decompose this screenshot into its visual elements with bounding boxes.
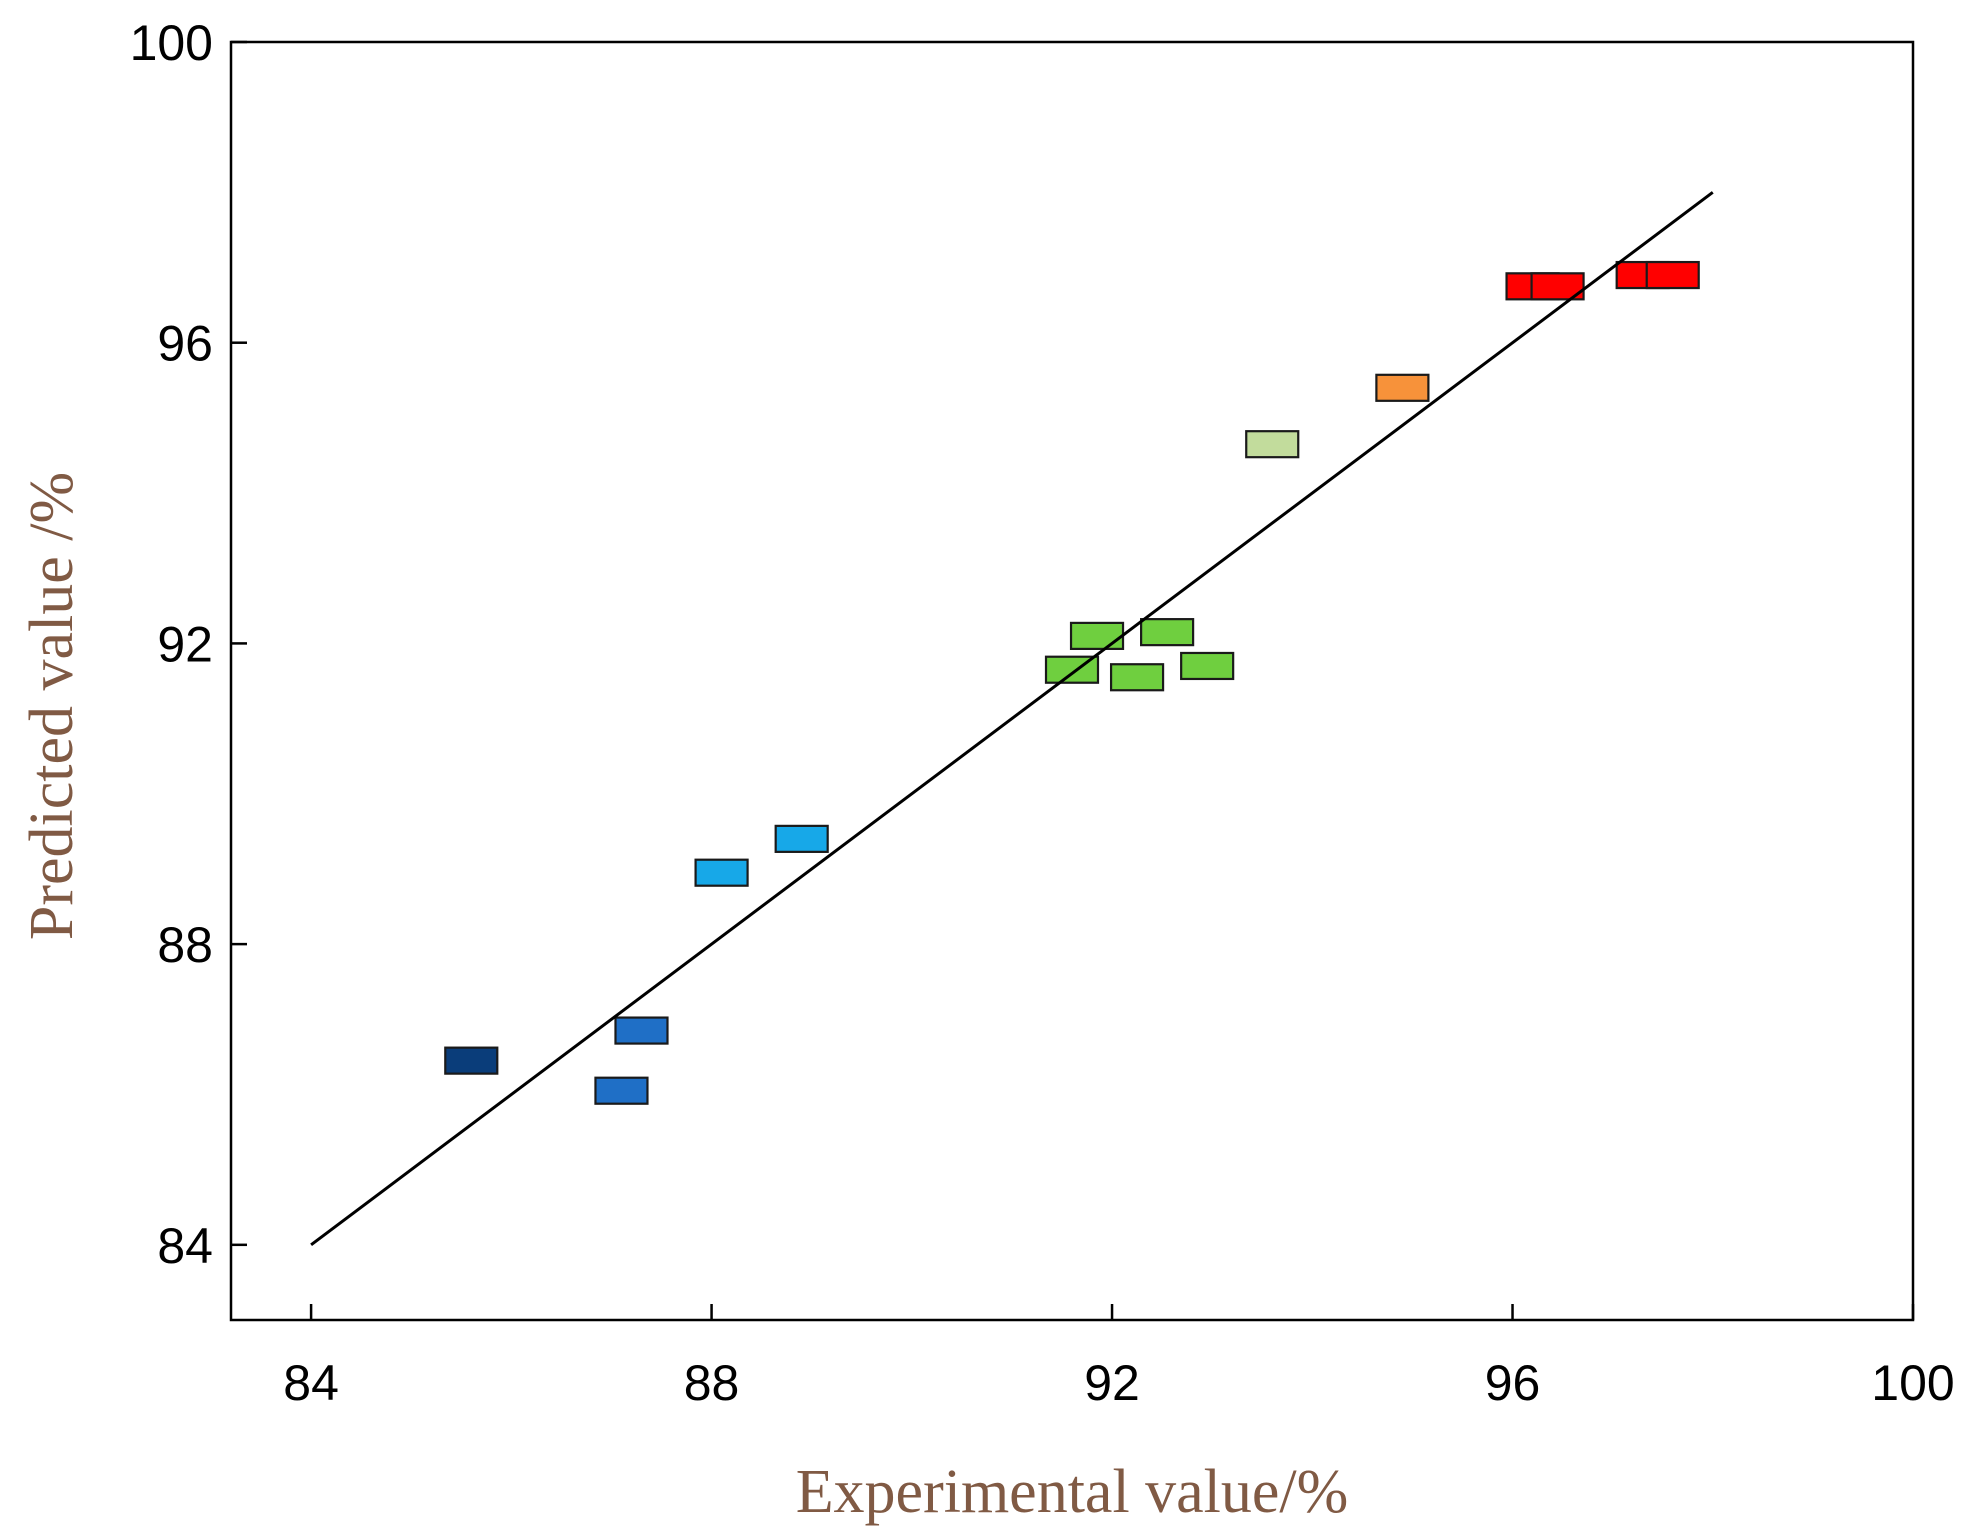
y-tick-label: 100: [130, 15, 213, 71]
y-tick-label: 84: [157, 1218, 213, 1274]
data-point: [694, 858, 749, 887]
data-point: [1245, 430, 1300, 459]
x-tick-label: 88: [684, 1355, 740, 1411]
data-point: [1375, 373, 1430, 402]
data-point: [1645, 260, 1700, 290]
data-point: [1180, 651, 1235, 681]
x-axis: 84 88 92 96 100: [283, 1304, 1955, 1411]
fit-line: [310, 191, 1714, 1247]
y-tick-label: 96: [157, 316, 213, 372]
y-tick-label: 88: [157, 917, 213, 973]
x-axis-title: Experimental value/%: [796, 1458, 1349, 1526]
data-points: [444, 260, 1700, 1105]
x-tick-label: 96: [1485, 1355, 1541, 1411]
data-point: [614, 1016, 669, 1045]
data-point: [1069, 621, 1125, 650]
x-tick-label: 100: [1871, 1355, 1954, 1411]
y-axis-title: Predicted value /%: [18, 472, 86, 940]
data-point: [594, 1076, 649, 1105]
data-point: [774, 824, 829, 853]
y-tick-label: 92: [157, 616, 213, 672]
y-axis: 84 88 92 96 100: [130, 15, 247, 1274]
data-point: [444, 1046, 499, 1075]
data-point: [1140, 618, 1195, 647]
data-point: [1109, 663, 1165, 692]
x-tick-label: 84: [283, 1355, 339, 1411]
x-tick-label: 92: [1084, 1355, 1140, 1411]
plot-area: [229, 40, 1915, 1322]
